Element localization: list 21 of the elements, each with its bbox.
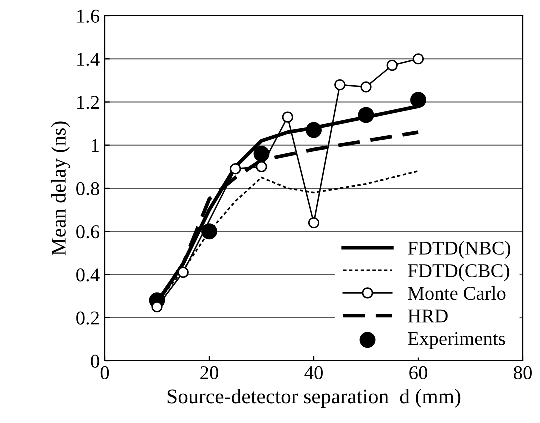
legend-label: Experiments xyxy=(408,332,506,350)
y-tick-label: 0.4 xyxy=(76,268,100,282)
y-axis-title: Mean delay (ns) xyxy=(51,122,70,256)
y-tick-label: 0.2 xyxy=(76,312,100,325)
y-tick-label: 1.2 xyxy=(78,96,100,110)
legend-label: Monte Carlo xyxy=(408,286,506,300)
legend-label: FDTD(CBC) xyxy=(408,264,510,282)
x-tick-label: 40 xyxy=(304,366,323,380)
y-tick-label: 1.6 xyxy=(78,10,100,24)
y-tick-label: 0 xyxy=(91,354,100,368)
y-tick-label: 1 xyxy=(92,139,99,152)
legend-label: FDTD(NBC) xyxy=(408,241,510,259)
x-tick-label: 60 xyxy=(410,366,428,380)
x-tick-label: 0 xyxy=(100,366,110,380)
y-tick-label: 0.8 xyxy=(76,182,100,196)
x-tick-label: 80 xyxy=(514,366,532,380)
y-tick-label: 0.6 xyxy=(76,225,100,239)
legend-label: HRD xyxy=(408,310,448,323)
x-tick-label: 20 xyxy=(200,366,218,380)
x-axis-title: Source-detector separation d (mm) xyxy=(168,389,461,408)
y-tick-label: 1.4 xyxy=(78,53,100,66)
